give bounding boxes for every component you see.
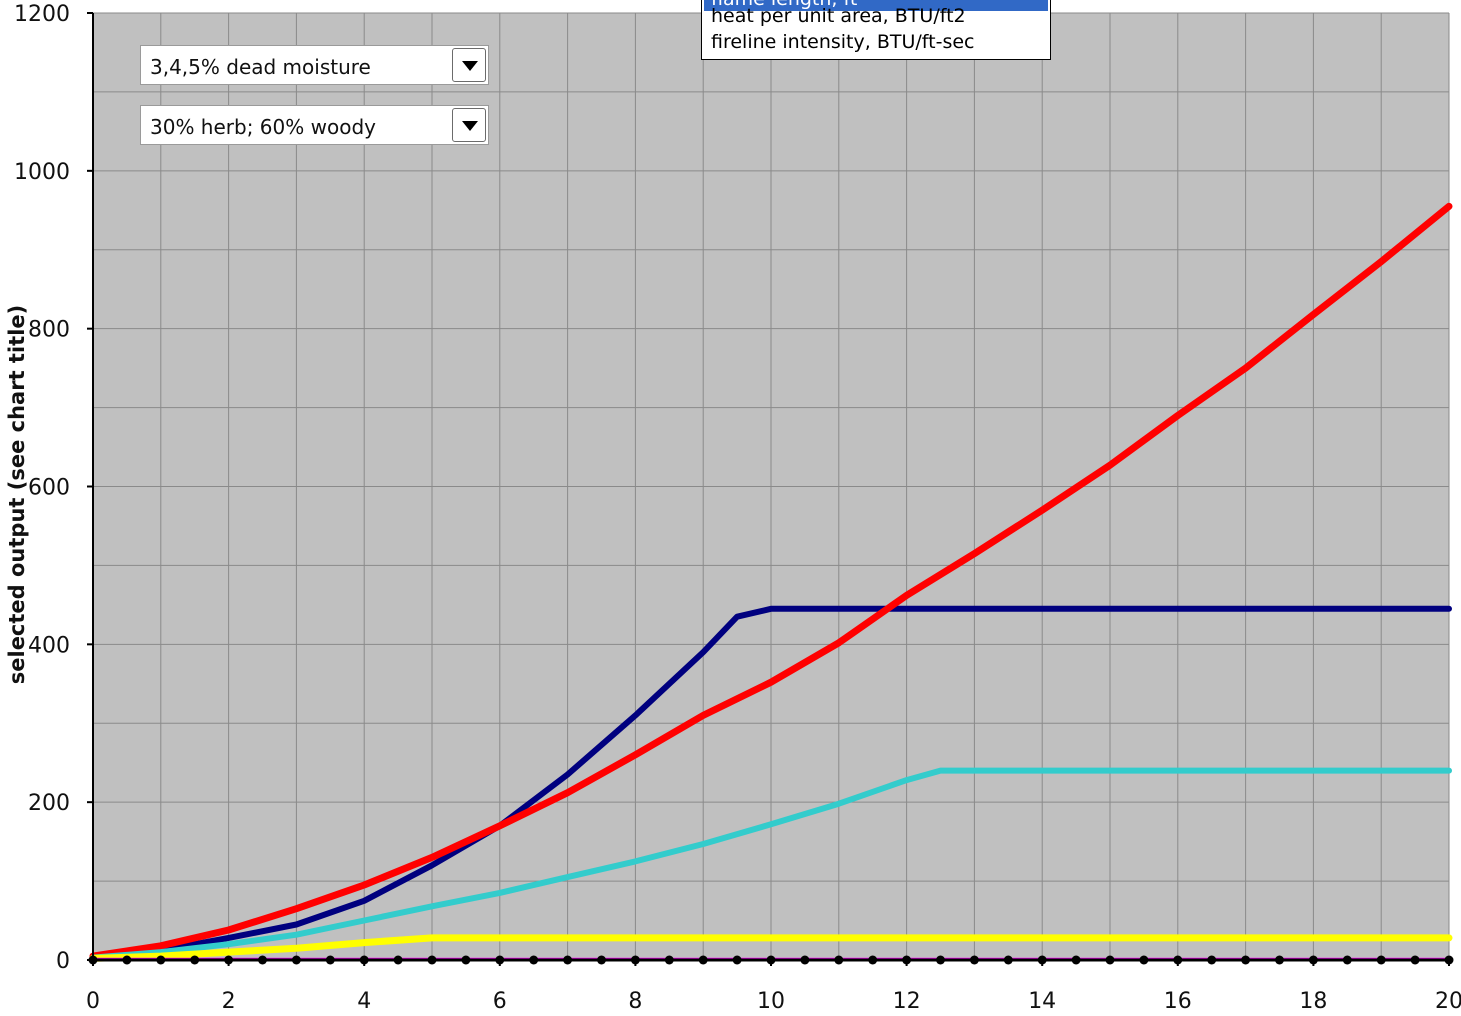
dropdown-option-heat-per-unit-area[interactable]: heat per unit area, BTU/ft2 xyxy=(711,5,966,27)
x-tick-label: 4 xyxy=(357,989,371,1014)
dropdown-option-flame-length[interactable]: flame length, ft xyxy=(704,0,1048,11)
x-tick-label: 10 xyxy=(757,989,785,1014)
herb-dropdown[interactable]: 30% herb; 60% woody xyxy=(140,105,489,145)
y-tick-label: 1200 xyxy=(14,2,70,27)
x-tick-label: 2 xyxy=(222,989,236,1014)
y-tick-label: 200 xyxy=(28,791,70,816)
y-tick-label: 400 xyxy=(28,633,70,658)
series-line-1 xyxy=(90,605,1452,960)
series-line-4 xyxy=(89,934,1453,962)
x-tick-label: 18 xyxy=(1299,989,1327,1014)
x-tick-label: 16 xyxy=(1164,989,1192,1014)
x-tick-label: 14 xyxy=(1028,989,1056,1014)
moisture-dropdown-button[interactable] xyxy=(452,48,486,82)
axes xyxy=(87,12,1450,966)
y-tick-label: 1000 xyxy=(14,160,70,185)
output-dropdown-list[interactable]: flame length, ft heat per unit area, BTU… xyxy=(701,0,1051,60)
x-tick-label: 12 xyxy=(893,989,921,1014)
herb-dropdown-button[interactable] xyxy=(452,108,486,142)
series-line-2 xyxy=(89,202,1453,960)
y-tick-label: 800 xyxy=(28,318,70,343)
moisture-dropdown[interactable]: 3,4,5% dead moisture xyxy=(140,45,489,85)
moisture-dropdown-value: 3,4,5% dead moisture xyxy=(150,55,371,79)
x-tick-label: 8 xyxy=(628,989,642,1014)
y-tick-label: 0 xyxy=(56,949,70,974)
x-tick-label: 20 xyxy=(1435,989,1461,1014)
chevron-down-icon xyxy=(462,121,478,131)
y-axis-label: selected output (see chart title) xyxy=(5,305,29,685)
herb-dropdown-value: 30% herb; 60% woody xyxy=(150,115,376,139)
x-tick-label: 0 xyxy=(86,989,100,1014)
grid xyxy=(93,12,1450,960)
series-line-3 xyxy=(90,767,1452,961)
x-tick-label: 6 xyxy=(493,989,507,1014)
chevron-down-icon xyxy=(462,61,478,71)
dropdown-option-fireline-intensity[interactable]: fireline intensity, BTU/ft-sec xyxy=(711,31,975,53)
y-tick-label: 600 xyxy=(28,476,70,501)
